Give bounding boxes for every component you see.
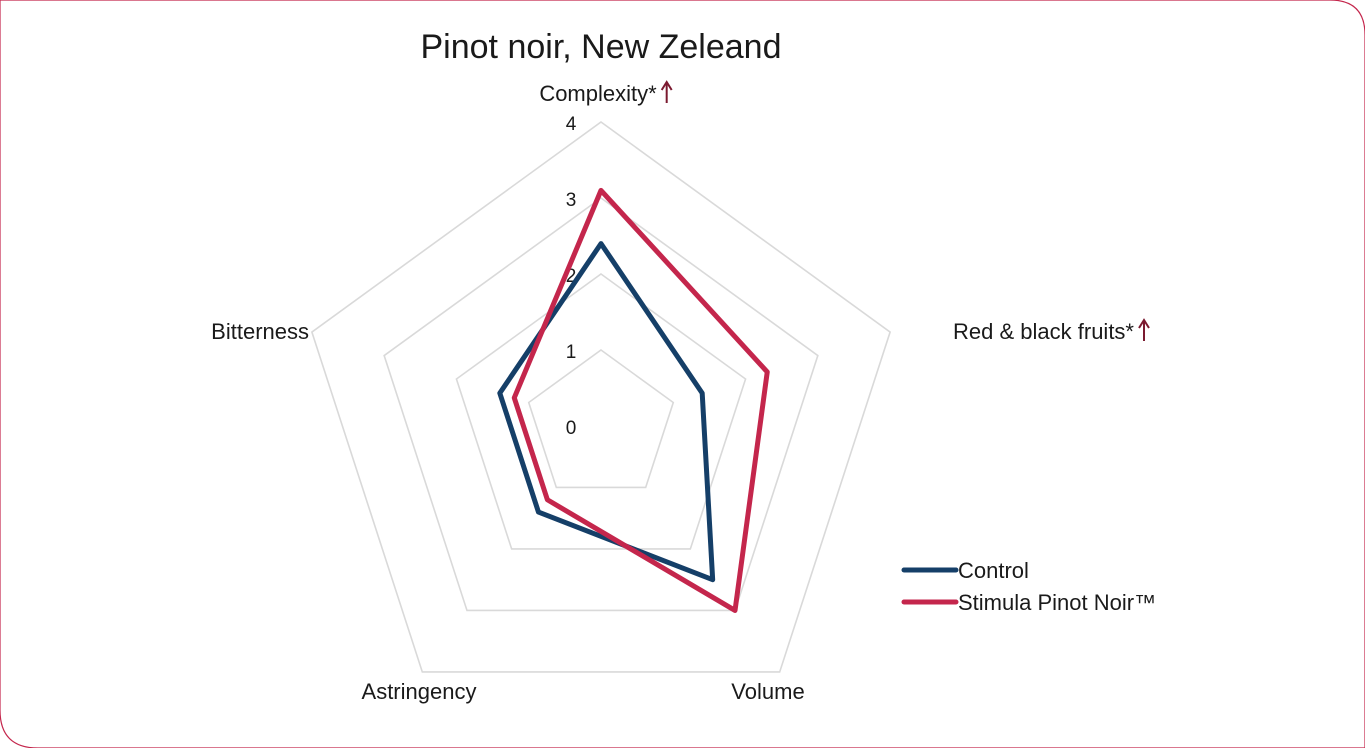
grid-ring-1 [527,349,675,489]
chart-title: Pinot noir, New Zeleand [421,28,782,66]
significance-arrow-icon [660,80,673,103]
tick-label: 1 [566,342,577,363]
axis-label: Bitterness [211,319,309,344]
grid-ring-4 [310,121,892,673]
chart-legend: Control Stimula Pinot Noir™ [901,558,1156,615]
grid-ring-3 [383,197,819,612]
radar-grid [310,121,892,673]
grid-ring-2 [455,273,747,550]
tick-label: 3 [566,190,577,211]
series-line-stimula [511,187,770,613]
legend-label: Control [958,558,1029,583]
radar-axis-labels: Complexity* Red & black fruits* Volume Astr… [211,80,1150,704]
legend-label: Stimula Pinot Noir™ [958,590,1156,615]
axis-label: Red & black fruits* [953,319,1134,344]
radar-tick-labels: 0 1 2 3 4 [566,114,577,439]
legend-item: Stimula Pinot Noir™ [901,590,1156,615]
axis-label: Complexity* [539,81,657,106]
legend-item: Control [901,558,1029,583]
axis-label: Volume [731,679,804,704]
significance-arrow-icon [1138,318,1150,341]
tick-label: 2 [566,266,577,287]
tick-label: 4 [566,114,577,135]
tick-label: 0 [566,418,577,439]
axis-label: Astringency [362,679,477,704]
radar-series [497,187,770,613]
